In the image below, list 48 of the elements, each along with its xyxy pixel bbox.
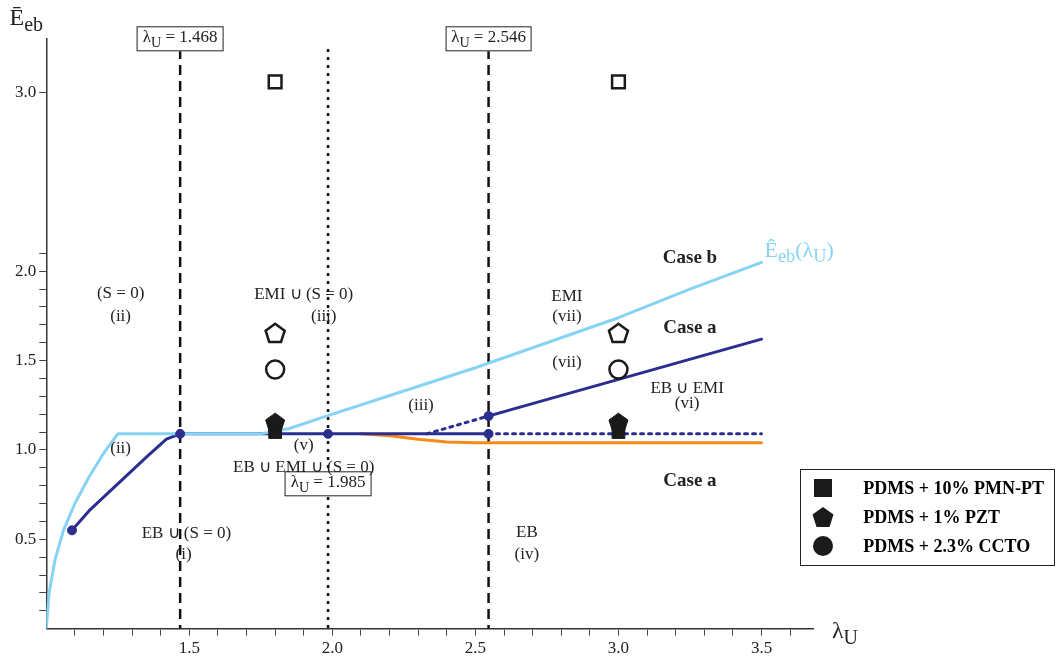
y-tick-label: 3.0 bbox=[15, 82, 37, 102]
series-label: Ê$_{eb}$(λ$_{U}$) bbox=[764, 237, 834, 268]
annotation: (vii) bbox=[552, 305, 582, 326]
y-tick-label: 0.5 bbox=[15, 528, 37, 548]
ref-line-label: λ$_{U}$ = 2.546 bbox=[445, 26, 532, 52]
annotation: (vii) bbox=[552, 352, 582, 373]
x-tick-label: 3.5 bbox=[750, 638, 773, 658]
legend-label: PDMS + 1% PZT bbox=[863, 506, 1001, 528]
legend-label: PDMS + 10% PMN-PT bbox=[863, 477, 1044, 499]
annotation: (ii) bbox=[110, 305, 132, 326]
point bbox=[607, 322, 630, 344]
point bbox=[483, 428, 494, 439]
ref-line-label: λ$_{U}$ = 1.468 bbox=[136, 26, 224, 52]
point bbox=[608, 359, 629, 380]
annotation: (S = 0) bbox=[96, 282, 145, 303]
annotation: Case a bbox=[663, 315, 717, 338]
point bbox=[264, 359, 286, 380]
x-tick-label: 2.0 bbox=[321, 638, 343, 658]
annotation: (i) bbox=[175, 543, 192, 564]
point bbox=[67, 525, 77, 536]
point bbox=[264, 322, 286, 344]
annotation: EB ∪ (S = 0) bbox=[141, 521, 232, 543]
annotation: (iii) bbox=[311, 305, 337, 326]
x-tick-label: 3.0 bbox=[607, 638, 630, 658]
point bbox=[175, 428, 186, 439]
legend-label: PDMS + 2.3% CCTO bbox=[863, 535, 1031, 557]
y-axis-title: Ē$_{eb}$ bbox=[9, 4, 44, 36]
annotation: EMI bbox=[551, 286, 583, 307]
annotation: EB bbox=[516, 522, 538, 543]
y-tick-label: 2.0 bbox=[15, 260, 37, 280]
x-tick-label: 1.5 bbox=[178, 638, 200, 658]
annotation: (v) bbox=[293, 434, 314, 455]
annotation: (ii) bbox=[110, 438, 132, 459]
annotation: EMI ∪ (S = 0) bbox=[254, 282, 354, 304]
point bbox=[610, 74, 627, 90]
x-tick-label: 2.5 bbox=[464, 638, 487, 658]
y-tick-label: 1.5 bbox=[15, 350, 37, 370]
y-tick-label: 1.0 bbox=[15, 439, 37, 459]
annotation: Case b bbox=[662, 245, 718, 268]
x-axis-title: λ$_{U}$ bbox=[831, 616, 859, 649]
point bbox=[323, 428, 334, 439]
annotation: (iv) bbox=[514, 543, 540, 564]
point bbox=[483, 410, 494, 421]
point bbox=[265, 412, 286, 432]
annotation: Case a bbox=[663, 469, 717, 492]
annotation: (iii) bbox=[408, 395, 434, 416]
point bbox=[608, 412, 629, 432]
point bbox=[267, 74, 283, 90]
